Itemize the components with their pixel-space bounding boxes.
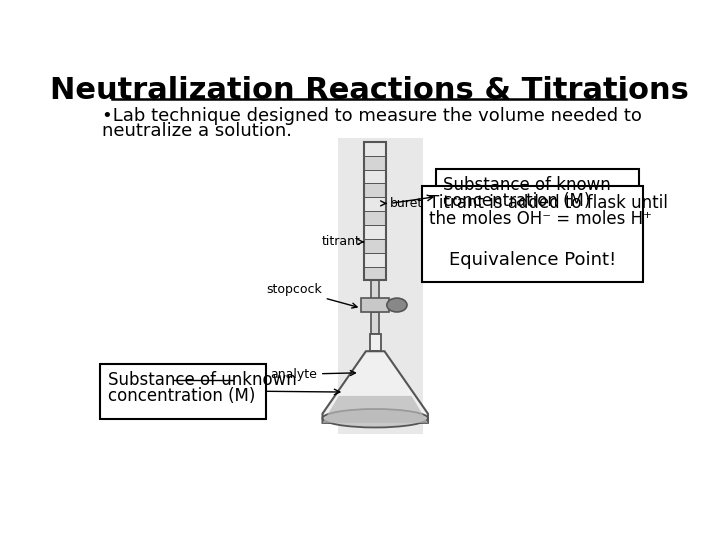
- Bar: [364, 156, 386, 170]
- Ellipse shape: [387, 298, 407, 312]
- Bar: [372, 312, 379, 334]
- Text: Substance of unknown: Substance of unknown: [108, 372, 297, 389]
- Text: analyte: analyte: [270, 368, 356, 381]
- Bar: [372, 280, 379, 303]
- Bar: [364, 253, 386, 267]
- Polygon shape: [323, 351, 428, 423]
- Bar: [364, 225, 386, 239]
- Text: the moles OH⁻ = moles H⁺: the moles OH⁻ = moles H⁺: [429, 210, 652, 227]
- Bar: [364, 142, 386, 280]
- Text: Neutralization Reactions & Titrations: Neutralization Reactions & Titrations: [50, 76, 688, 105]
- Text: titrant: titrant: [322, 235, 364, 248]
- Text: buret: buret: [381, 197, 423, 210]
- Bar: [364, 197, 386, 211]
- Bar: [364, 211, 386, 225]
- Text: concentration (M): concentration (M): [444, 192, 591, 210]
- FancyBboxPatch shape: [436, 168, 639, 224]
- Text: Substance of known: Substance of known: [444, 177, 611, 194]
- Text: Titrant is added to flask until: Titrant is added to flask until: [429, 194, 668, 212]
- Bar: [364, 267, 386, 280]
- Bar: [364, 239, 386, 253]
- FancyBboxPatch shape: [422, 186, 644, 282]
- Text: stopcock: stopcock: [266, 283, 357, 308]
- FancyBboxPatch shape: [338, 138, 423, 434]
- Text: concentration (M): concentration (M): [108, 387, 255, 404]
- Polygon shape: [323, 396, 428, 423]
- Bar: [370, 334, 381, 351]
- Bar: [364, 184, 386, 197]
- Bar: [361, 298, 389, 312]
- Text: Equivalence Point!: Equivalence Point!: [449, 251, 616, 269]
- Bar: [364, 170, 386, 184]
- Bar: [364, 142, 386, 156]
- FancyBboxPatch shape: [100, 363, 266, 419]
- Text: neutralize a solution.: neutralize a solution.: [102, 122, 292, 140]
- Ellipse shape: [323, 409, 428, 428]
- Text: •Lab technique designed to measure the volume needed to: •Lab technique designed to measure the v…: [102, 107, 642, 125]
